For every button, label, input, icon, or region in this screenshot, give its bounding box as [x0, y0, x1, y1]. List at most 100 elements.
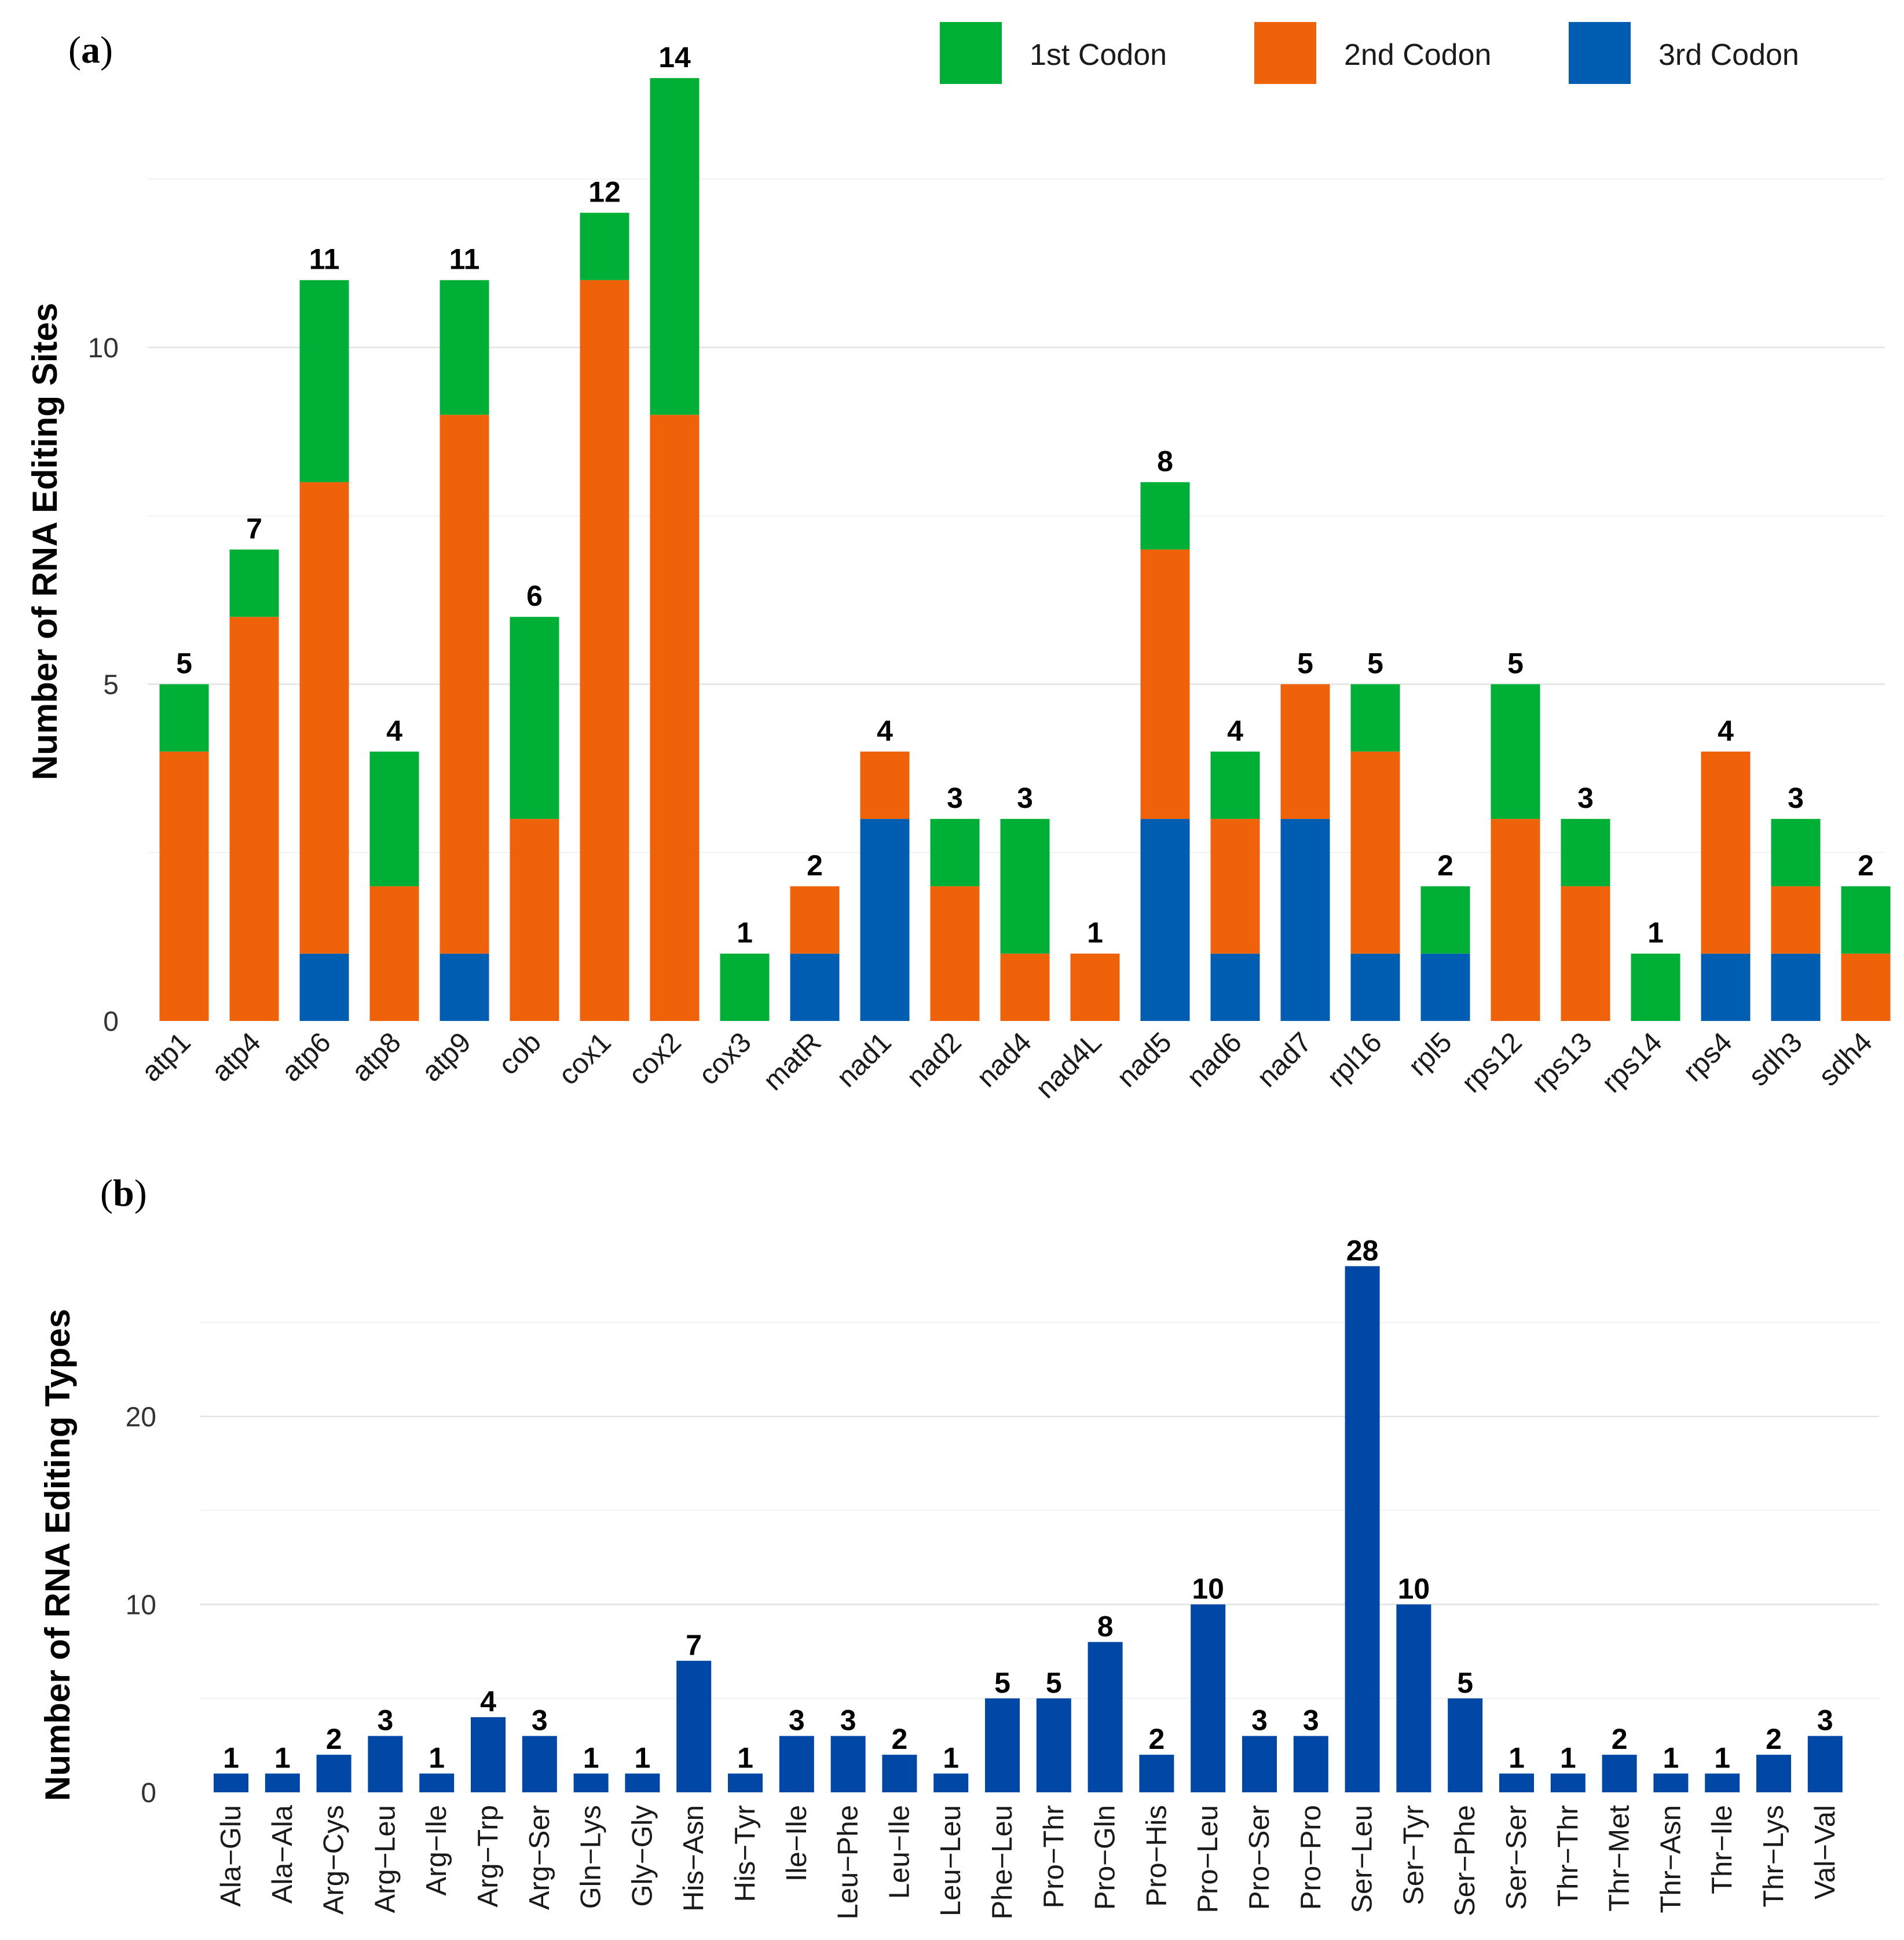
bar-label-rpl5: 2 [1437, 849, 1453, 881]
bar-atp9-1st-codon [440, 280, 489, 415]
legend-label-first: 1st Codon [1030, 38, 1167, 72]
bar-label-his-tyr: 1 [737, 1742, 753, 1774]
chart-b-x-tick-phe-leu: Phe−Leu [987, 1805, 1018, 1920]
bar-atp1-2nd-codon [159, 751, 209, 1021]
bar-sdh3-1st-codon [1771, 819, 1821, 887]
bar-label-rps14: 1 [1647, 917, 1664, 949]
bar-label-ser-leu: 28 [1346, 1234, 1379, 1267]
bar-nad1-3rd-codon [860, 819, 910, 1021]
bar-cox1-1st-codon [580, 213, 629, 280]
chart-a-y-axis-title: Number of RNA Editing Sites [25, 303, 64, 780]
bar-label-thr-thr: 1 [1560, 1742, 1576, 1774]
bar-nad4l-2nd-codon [1070, 953, 1120, 1021]
bar-sdh4-2nd-codon [1841, 953, 1891, 1021]
bar-pro-leu [1191, 1604, 1226, 1792]
bar-gln-lys [573, 1773, 609, 1792]
bar-matr-2nd-codon [790, 886, 840, 954]
bar-label-thr-lys: 2 [1766, 1723, 1782, 1755]
bar-nad5-3rd-codon [1140, 819, 1190, 1021]
bar-label-atp4: 7 [246, 513, 262, 545]
bar-ala-ala [265, 1773, 300, 1792]
bar-label-pro-ser: 3 [1251, 1704, 1268, 1737]
bar-label-pro-leu: 10 [1192, 1573, 1224, 1605]
bar-label-thr-ile: 1 [1714, 1742, 1730, 1774]
chart-b-x-tick-arg-ser: Arg−Ser [524, 1805, 555, 1910]
chart-b-x-tick-ser-ser: Ser−Ser [1501, 1805, 1532, 1910]
bar-thr-asn [1653, 1773, 1689, 1792]
bar-rpl16-2nd-codon [1350, 751, 1400, 954]
bar-arg-ile [419, 1773, 455, 1792]
bar-val-val [1807, 1736, 1843, 1792]
bar-label-atp8: 4 [386, 715, 402, 747]
bar-label-leu-leu: 1 [943, 1742, 959, 1774]
bar-atp6-3rd-codon [299, 953, 349, 1021]
bar-label-gln-lys: 1 [583, 1742, 599, 1774]
bar-arg-trp [471, 1717, 506, 1792]
bar-thr-met [1602, 1755, 1637, 1792]
bar-nad4-1st-codon [1000, 819, 1050, 954]
bar-rpl16-3rd-codon [1350, 953, 1400, 1021]
bar-nad1-2nd-codon [860, 751, 910, 819]
chart-b-x-tick-ser-leu: Ser−Leu [1347, 1805, 1378, 1913]
chart-b-x-tick-arg-leu: Arg−Leu [369, 1805, 401, 1913]
bar-nad6-3rd-codon [1210, 953, 1260, 1021]
legend-swatch-first [940, 22, 1002, 84]
bar-cob-2nd-codon [510, 819, 559, 1021]
bar-rps4-2nd-codon [1701, 751, 1751, 954]
bar-rpl16-1st-codon [1350, 684, 1400, 752]
bar-label-sdh4: 2 [1858, 849, 1874, 881]
bar-label-cob: 6 [526, 580, 543, 612]
bar-cox2-1st-codon [650, 78, 700, 415]
bar-rps12-1st-codon [1491, 684, 1540, 819]
chart-b-x-tick-ser-phe: Ser−Phe [1449, 1805, 1481, 1916]
bar-rps4-3rd-codon [1701, 953, 1751, 1021]
bar-label-cox2: 14 [658, 41, 691, 74]
bar-ile-ile [779, 1736, 814, 1792]
bar-label-arg-ile: 1 [429, 1742, 445, 1774]
bar-label-ile-ile: 3 [789, 1704, 805, 1737]
bar-label-atp1: 5 [176, 647, 192, 680]
bar-rpl5-3rd-codon [1420, 953, 1470, 1021]
bar-label-pro-his: 2 [1148, 1723, 1165, 1755]
bar-label-ser-phe: 5 [1457, 1667, 1473, 1699]
chart-b-y-axis-title: Number of RNA Editing Types [38, 1309, 77, 1801]
bar-label-pro-pro: 3 [1303, 1704, 1319, 1737]
bar-atp1-1st-codon [159, 684, 209, 752]
bar-label-nad5: 8 [1157, 445, 1173, 478]
chart-b-x-tick-thr-ile: Thr−Ile [1707, 1805, 1738, 1894]
chart-b-y-tick-20: 20 [126, 1402, 156, 1433]
bar-ala-glu [214, 1773, 248, 1792]
chart-a-y-tick-0: 0 [103, 1006, 119, 1037]
bar-label-nad4: 3 [1017, 782, 1033, 814]
bar-rps13-2nd-codon [1561, 886, 1610, 1021]
chart-b-x-tick-gln-lys: Gln−Lys [576, 1805, 607, 1909]
bar-pro-ser [1242, 1736, 1277, 1792]
bar-label-rps12: 5 [1507, 647, 1524, 680]
bar-arg-leu [368, 1736, 403, 1792]
bar-nad6-1st-codon [1210, 751, 1260, 819]
bar-leu-leu [933, 1773, 969, 1792]
bar-label-atp9: 11 [449, 243, 480, 276]
bar-label-phe-leu: 5 [994, 1667, 1010, 1699]
bar-his-asn [676, 1660, 712, 1792]
bar-label-matr: 2 [807, 849, 823, 881]
bar-label-cox3: 1 [737, 917, 753, 949]
legend: 1st Codon 2nd Codon 3rd Codon [940, 22, 1799, 84]
bar-label-ser-ser: 1 [1508, 1742, 1525, 1774]
chart-b-x-tick-leu-phe: Leu−Phe [833, 1805, 864, 1920]
bar-label-thr-met: 2 [1612, 1723, 1628, 1755]
chart-b-y-ticks: 0 10 20 [126, 1402, 156, 1809]
chart-b-x-tick-his-asn: His−Asn [678, 1805, 709, 1912]
bar-sdh4-1st-codon [1841, 886, 1891, 954]
bar-pro-pro [1293, 1736, 1328, 1792]
bar-label-pro-gln: 8 [1097, 1610, 1114, 1642]
bar-thr-lys [1756, 1755, 1791, 1792]
bar-label-cox1: 12 [588, 175, 621, 208]
chart-b-x-tick-pro-pro: Pro−Pro [1295, 1805, 1327, 1910]
chart-b-x-tick-thr-lys: Thr−Lys [1758, 1805, 1789, 1908]
bar-nad6-2nd-codon [1210, 819, 1260, 954]
bar-rps14-1st-codon [1631, 953, 1680, 1021]
chart-b-x-tick-pro-his: Pro−His [1141, 1805, 1172, 1907]
